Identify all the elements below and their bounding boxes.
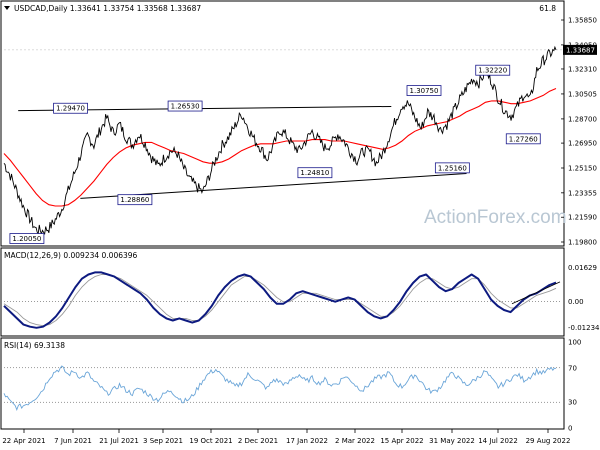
annotation-box (9, 233, 45, 244)
annotation-label: 1.27260 (509, 135, 538, 143)
header-right-number: 61.8 (539, 4, 556, 13)
annotation-box (53, 102, 88, 114)
x-tick-label: 17 Jan 2022 (286, 437, 328, 445)
macd-y-tick-labels: 0.01629 0.00 -0.012348 (568, 264, 600, 332)
rsi-panel-frame (0, 337, 565, 430)
x-tick-label: 31 May 2022 (429, 437, 475, 445)
watermark: ActionForex.com (424, 207, 567, 228)
price-y-tick: 1.35850 (568, 17, 597, 25)
annotation-label: 1.24810 (300, 169, 329, 177)
annotation-box (297, 167, 333, 179)
x-tick-label: 3 Sep 2021 (143, 437, 183, 445)
moving-average-line (3, 87, 557, 207)
x-tick-label: 22 Apr 2021 (2, 437, 45, 445)
ma-series (3, 87, 557, 207)
dropdown-triangle-icon (4, 6, 10, 10)
x-tick-label: 19 Oct 2021 (189, 437, 232, 445)
price-panel-frame (0, 0, 565, 247)
rsi-y-tick: 0 (568, 425, 572, 433)
current-price-label: 1.33687 (566, 46, 595, 54)
rsi-y-tick-labels: 100 70 30 0 (568, 339, 581, 433)
annotation-box (505, 133, 541, 145)
price-y-tick: 1.19800 (568, 239, 597, 247)
x-tick-label: 2 Dec 2021 (238, 437, 278, 445)
macd-series (3, 271, 557, 329)
annotation-box (434, 162, 470, 174)
price-y-tick: 1.21590 (568, 214, 597, 222)
price-y-tick-labels: 1.358501.340501.323101.305051.287001.269… (563, 17, 597, 247)
annotation-label: 1.25160 (438, 164, 467, 172)
macd-trendline (511, 281, 561, 305)
macd-y-tick: -0.012348 (568, 324, 600, 332)
x-tick-label: 21 Jul 2021 (99, 437, 139, 445)
price-annotations: 1.20050 1.29470 1.28860 1.26530 1.24810 1.307… (9, 64, 541, 244)
annotation-box (167, 100, 203, 112)
annotation-label: 1.29470 (56, 105, 85, 113)
price-y-tick: 1.30505 (568, 90, 597, 98)
annotation-box (475, 64, 511, 76)
macd-y-tick: 0.00 (568, 298, 584, 306)
rsi-lines (3, 365, 562, 411)
price-y-tick: 1.25150 (568, 165, 597, 173)
annotation-label: 1.26530 (171, 103, 200, 111)
current-price-box (563, 44, 597, 55)
rsi-series (3, 365, 557, 411)
rsi-y-tick: 70 (568, 364, 577, 372)
macd-signal-series (3, 274, 557, 327)
rsi-y-tick: 100 (568, 339, 581, 347)
rsi-y-tick: 30 (568, 399, 577, 407)
annotation-box (117, 194, 153, 206)
x-tick-label: 15 Apr 2022 (380, 437, 423, 445)
price-y-tick: 1.26950 (568, 140, 597, 148)
annotation-label: 1.28860 (120, 196, 149, 204)
macd-y-tick: 0.01629 (568, 264, 597, 272)
annotation-box (406, 85, 442, 96)
price-y-tick: 1.32310 (568, 65, 597, 73)
price-y-tick: 1.28700 (568, 115, 597, 123)
macd-title: MACD(12,26,9) 0.009234 0.006396 (4, 251, 138, 260)
annotation-label: 1.20050 (12, 235, 41, 243)
price-series (3, 45, 557, 236)
price-line (3, 45, 557, 236)
macd-panel-frame (0, 247, 565, 337)
price-gridlines (4, 19, 564, 243)
annotation-label: 1.30750 (410, 87, 439, 95)
price-y-tick: 1.23355 (568, 189, 597, 197)
annotation-label: 1.32220 (478, 67, 507, 75)
x-tick-label: 14 Jul 2022 (478, 437, 518, 445)
x-tick-label: 29 Aug 2022 (526, 437, 571, 445)
x-tick-label: 2 Mar 2022 (335, 437, 375, 445)
macd-lines (3, 271, 562, 329)
rsi-title: RSI(14) 69.3138 (4, 341, 65, 350)
x-tick-label: 7 Jun 2021 (54, 437, 92, 445)
symbol-title: USDCAD,Daily 1.33641 1.33754 1.33568 1.3… (14, 4, 201, 13)
x-tick-labels: 22 Apr 2021 7 Jun 2021 21 Jul 2021 3 Sep 20… (2, 429, 570, 445)
